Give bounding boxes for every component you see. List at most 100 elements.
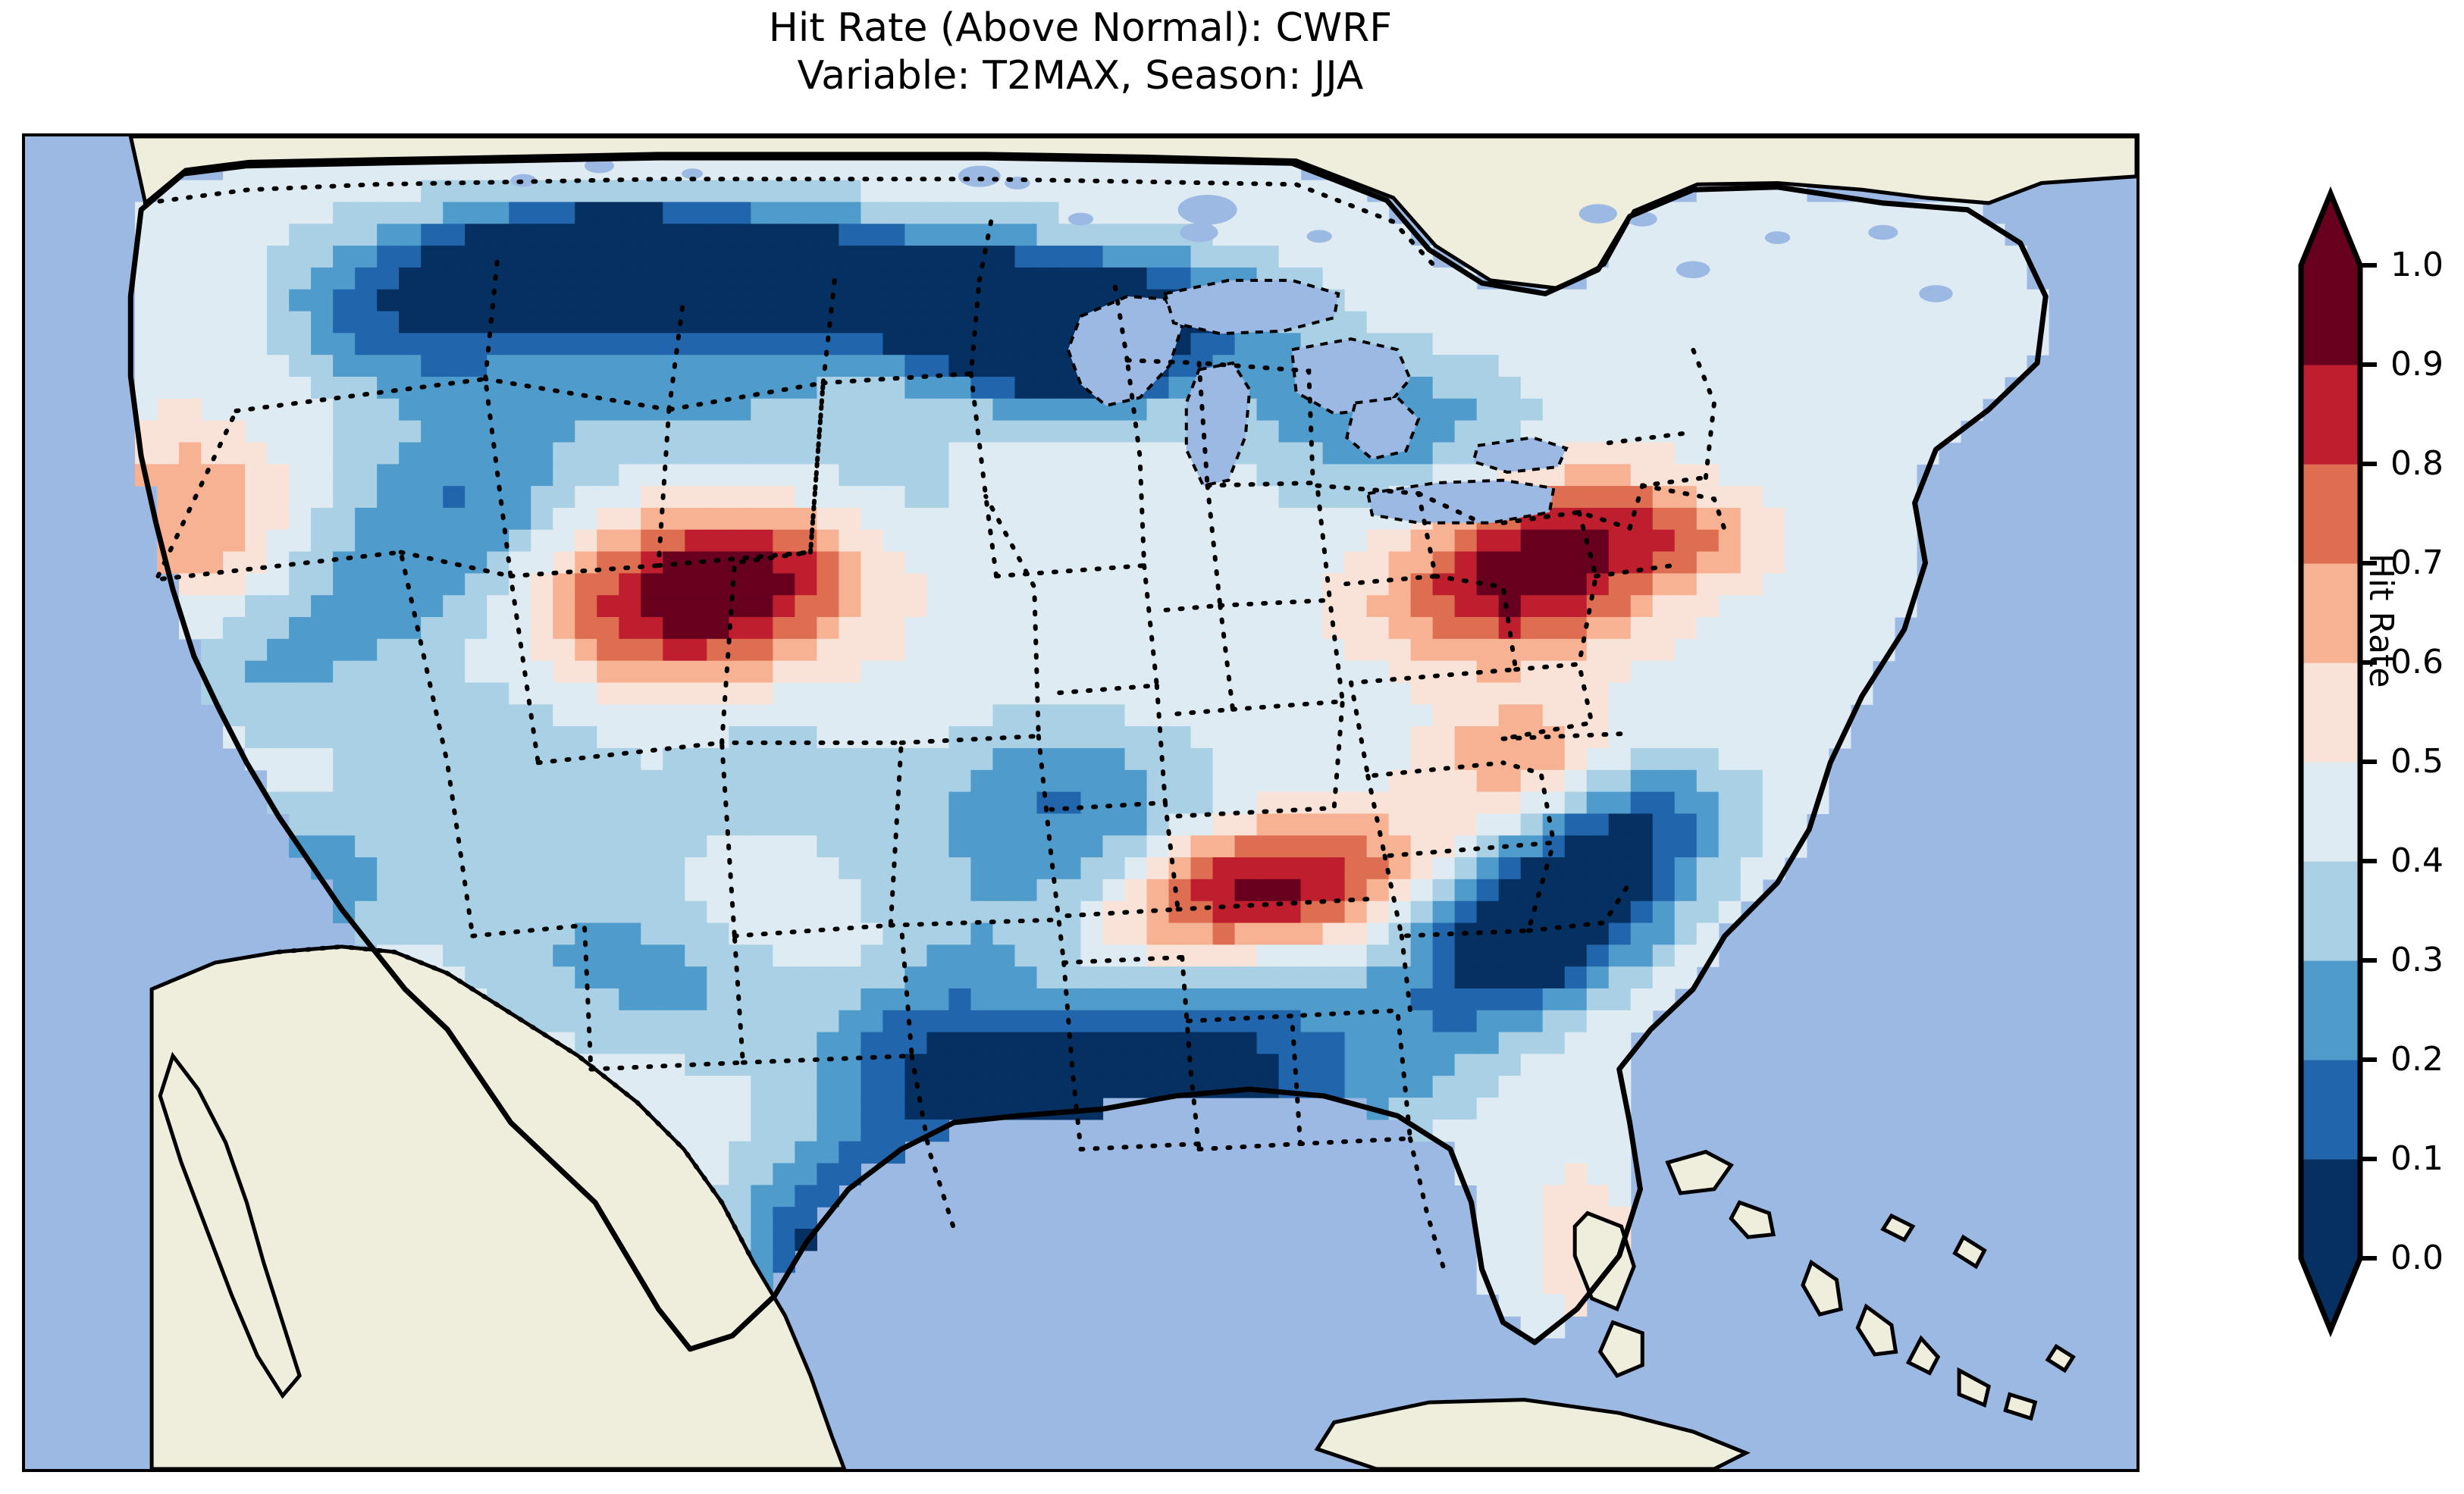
grid-cell [1366, 1054, 1390, 1076]
grid-cell [421, 333, 444, 355]
grid-cell [1652, 900, 1676, 924]
grid-cell [795, 158, 817, 181]
grid-cell [707, 464, 729, 487]
grid-cell [1432, 1076, 1456, 1098]
grid-cell [1102, 202, 1126, 224]
grid-cell [1410, 267, 1434, 290]
grid-cell [641, 988, 663, 1011]
grid-cell [861, 857, 884, 880]
grid-cell [1322, 1054, 1346, 1076]
grid-cell [1850, 398, 1873, 421]
grid-cell [1960, 267, 1983, 290]
grid-cell [970, 944, 994, 967]
grid-cell [1542, 333, 1566, 355]
grid-cell [751, 747, 773, 771]
grid-cell [1652, 355, 1676, 377]
grid-cell [1718, 486, 1741, 509]
grid-cell [1300, 747, 1324, 771]
grid-cell [1674, 922, 1698, 945]
grid-cell [773, 726, 795, 749]
grid-cell [795, 398, 817, 421]
grid-cell [1058, 573, 1082, 596]
grid-cell [1564, 464, 1588, 487]
grid-cell [1102, 617, 1126, 640]
grid-cell [663, 595, 685, 618]
grid-cell [289, 638, 312, 662]
grid-cell [817, 1119, 839, 1142]
grid-cell [707, 420, 729, 443]
grid-cell [641, 835, 663, 858]
grid-cell [773, 1054, 795, 1076]
grid-cell [1080, 879, 1104, 902]
grid-cell [1762, 420, 1785, 443]
grid-cell [773, 311, 795, 334]
grid-cell [817, 595, 839, 618]
grid-cell [773, 900, 795, 924]
grid-cell [1476, 857, 1500, 880]
grid-cell [465, 289, 487, 312]
grid-cell [795, 464, 817, 487]
grid-cell [1872, 486, 1895, 509]
grid-cell [729, 529, 751, 553]
grid-cell [421, 595, 444, 618]
grid-cell [289, 246, 312, 268]
grid-cell [1630, 377, 1654, 399]
grid-cell [663, 1098, 685, 1120]
grid-cell [839, 202, 861, 224]
grid-cell [817, 944, 839, 967]
grid-cell [1564, 442, 1588, 465]
grid-cell [1278, 529, 1302, 553]
grid-cell [1366, 267, 1390, 290]
grid-cell [245, 311, 268, 334]
grid-cell [1344, 595, 1368, 618]
grid-cell [1652, 813, 1676, 836]
grid-cell [1410, 726, 1434, 749]
grid-cell [1608, 573, 1632, 596]
grid-cell [1454, 595, 1478, 618]
state-border [1382, 840, 1556, 938]
grid-cell [882, 813, 906, 836]
grid-cell [641, 857, 663, 880]
grid-cell [1586, 442, 1610, 465]
grid-cell [1608, 747, 1632, 771]
grid-cell [751, 246, 773, 268]
grid-cell [487, 791, 509, 815]
grid-cell [685, 791, 707, 815]
grid-cell [1630, 333, 1654, 355]
state-border [160, 550, 475, 938]
grid-cell [641, 1010, 663, 1033]
grid-cell [531, 333, 553, 355]
grid-cell [421, 311, 444, 334]
grid-cell [839, 246, 861, 268]
grid-cell [685, 529, 707, 553]
grid-cell [1740, 246, 1763, 268]
grid-cell [465, 617, 487, 640]
grid-cell [751, 682, 773, 705]
grid-cell [1630, 398, 1654, 421]
grid-cell [311, 617, 334, 640]
grid-cell [1410, 638, 1434, 662]
grid-cell [1366, 966, 1390, 989]
grid-cell [1476, 791, 1500, 815]
grid-cell [1586, 944, 1610, 967]
grid-cell [1234, 529, 1258, 553]
grid-cell [1410, 311, 1434, 334]
grid-cell [926, 617, 950, 640]
grid-cell [1168, 769, 1192, 793]
grid-cell [135, 289, 158, 312]
grid-cell [487, 813, 509, 836]
grid-cell [707, 158, 729, 181]
grid-cell [926, 1010, 950, 1033]
grid-cell [1762, 311, 1785, 334]
lake-polygon [1472, 436, 1569, 475]
grid-cell [1498, 1010, 1522, 1033]
grid-cell [1036, 857, 1060, 880]
grid-cell [1916, 420, 1939, 443]
grid-cell [1344, 813, 1368, 836]
grid-cell [1542, 922, 1566, 945]
grid-cell [992, 333, 1016, 355]
grid-cell [992, 486, 1016, 509]
grid-cell [663, 660, 685, 684]
grid-cell [465, 638, 487, 662]
grid-cell [223, 442, 246, 465]
